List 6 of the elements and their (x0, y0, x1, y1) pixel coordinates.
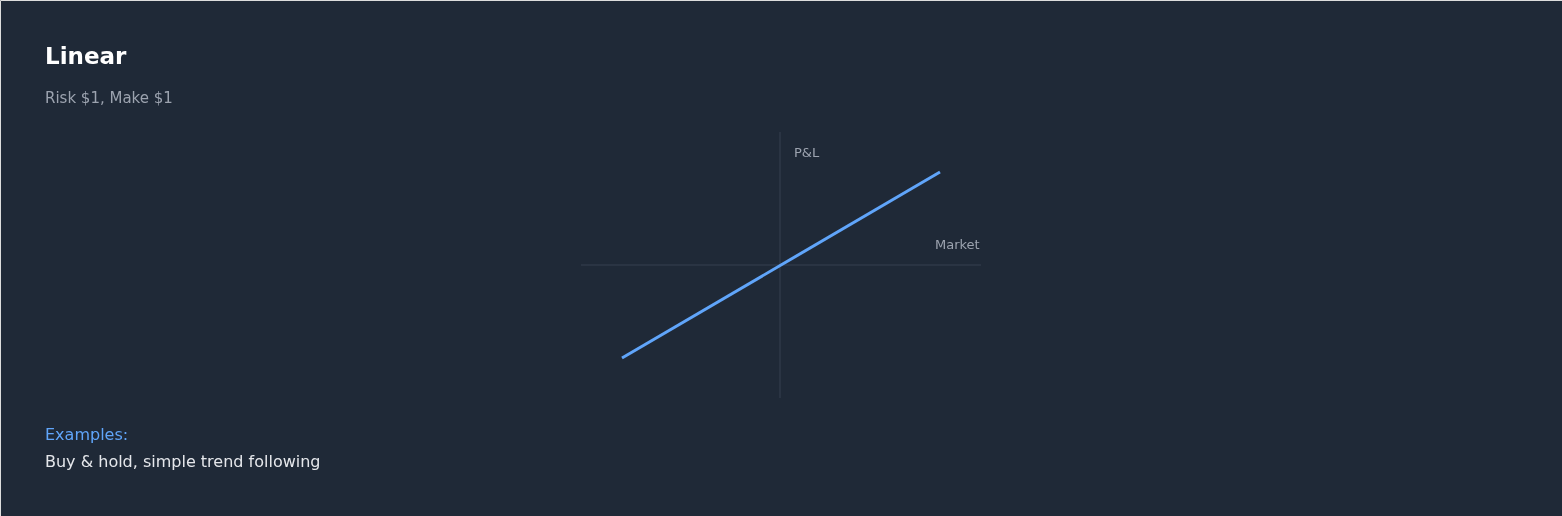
x-axis-title: Market (935, 237, 980, 252)
text: Risk $1, Make $1 (45, 89, 173, 107)
text: Linear (45, 43, 128, 69)
text: Buy & hold, simple trend following (45, 452, 321, 471)
text: Examples: (45, 425, 129, 444)
y-axis-title: P&L (794, 145, 820, 160)
